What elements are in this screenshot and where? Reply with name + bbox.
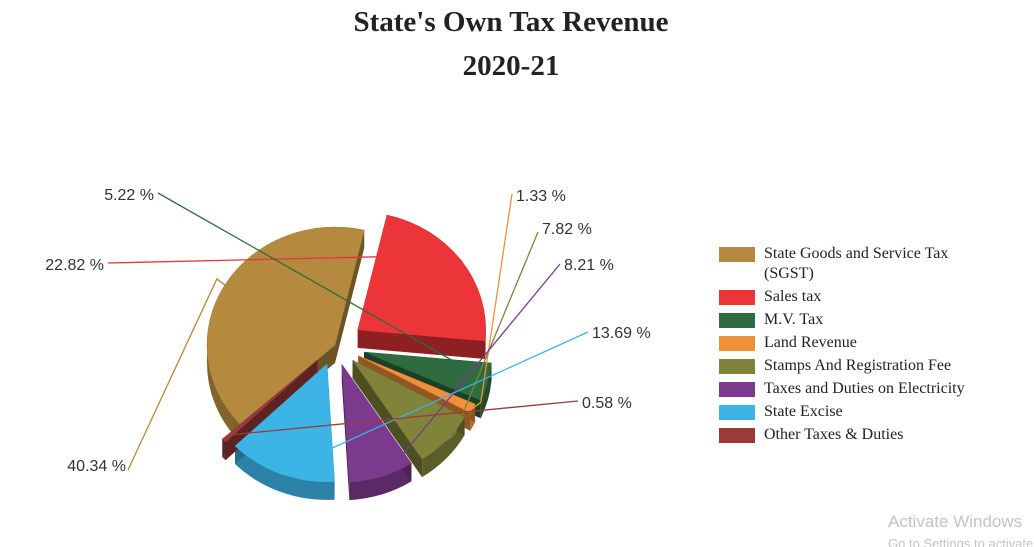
pie-slice-state-goods-and-service-tax-sgst: [206, 226, 365, 425]
legend-item: Land Revenue: [719, 333, 1019, 353]
pie-cut-5-1: [341, 364, 350, 501]
legend-swatch: [719, 359, 755, 374]
legend-label: Land Revenue: [764, 334, 857, 351]
pie-slice-stamps-and-registration-fee: [352, 359, 465, 460]
data-label-5: 8.21 %: [564, 257, 614, 274]
pie-slice-state-excise: [234, 363, 335, 483]
data-label-3: 1.33 %: [516, 188, 566, 205]
data-label-1: 22.82 %: [45, 257, 104, 274]
pie-cut-1-1: [357, 329, 486, 359]
leader-line-2: [157, 192, 489, 383]
legend-item: M.V. Tax: [719, 310, 1019, 330]
legend-label: Stamps And Registration Fee: [764, 357, 952, 374]
data-label-2: 5.22 %: [104, 187, 154, 204]
pie-side-2: [480, 363, 492, 419]
legend-label: Taxes and Duties on Electricity: [764, 380, 965, 397]
leader-line-4: [445, 231, 539, 442]
legend-label: Sales tax: [764, 288, 822, 305]
pie-side-0: [207, 345, 240, 442]
legend-item: Stamps And Registration Fee: [719, 356, 1019, 376]
legend-label: M.V. Tax: [764, 311, 824, 328]
data-label-7: 0.58 %: [582, 395, 632, 412]
legend-swatch: [719, 313, 755, 328]
pie-side-6: [235, 445, 335, 500]
legend-swatch: [719, 405, 755, 420]
activate-windows-subtext: Go to Settings to activate Windows.: [888, 536, 1034, 547]
data-label-6: 13.69 %: [592, 325, 651, 342]
legend-swatch: [719, 247, 755, 262]
pie-slice-sales-tax: [357, 214, 486, 342]
leader-line-6: [280, 331, 589, 475]
legend-label: Other Taxes & Duties: [764, 426, 904, 443]
legend-item: Other Taxes & Duties: [719, 425, 1019, 445]
legend-item: Taxes and Duties on Electricity: [719, 379, 1019, 399]
legend-label: State Excise: [764, 403, 843, 420]
chart-title: State's Own Tax Revenue: [353, 6, 669, 38]
activate-windows-watermark: Activate Windows: [888, 512, 1023, 531]
leader-line-1: [107, 254, 463, 264]
legend-item: State Goods and Service Tax (SGST): [719, 244, 1019, 284]
data-label-4: 7.82 %: [542, 221, 592, 238]
pie-cut-4-1: [352, 360, 423, 478]
leader-line-5: [381, 263, 561, 477]
legend-swatch: [719, 336, 755, 351]
leader-line-7: [223, 400, 579, 442]
legend-swatch: [719, 290, 755, 305]
pie-side-5: [349, 463, 412, 501]
leader-line-3: [472, 193, 513, 409]
chart-legend: State Goods and Service Tax (SGST) Sales …: [719, 244, 1019, 448]
legend-swatch: [719, 382, 755, 397]
pie-slice-taxes-and-duties-on-electricity: [341, 363, 412, 483]
data-label-0: 40.34 %: [67, 458, 126, 475]
legend-item: State Excise: [719, 402, 1019, 422]
legend-item: Sales tax: [719, 287, 1019, 307]
pie-chart: 40.34 % 22.82 % 5.22 % 1.33 % 7.82 % 8.21 % 13…: [45, 187, 651, 501]
chart-subtitle: 2020-21: [462, 50, 560, 82]
watermark-subtext-clip: Go to Settings to activate Windows.: [888, 536, 1034, 547]
legend-label: State Goods and Service Tax (SGST): [764, 245, 949, 282]
pie-cut-0-1: [335, 230, 365, 363]
leader-line-0: [127, 277, 226, 471]
legend-swatch: [719, 428, 755, 443]
